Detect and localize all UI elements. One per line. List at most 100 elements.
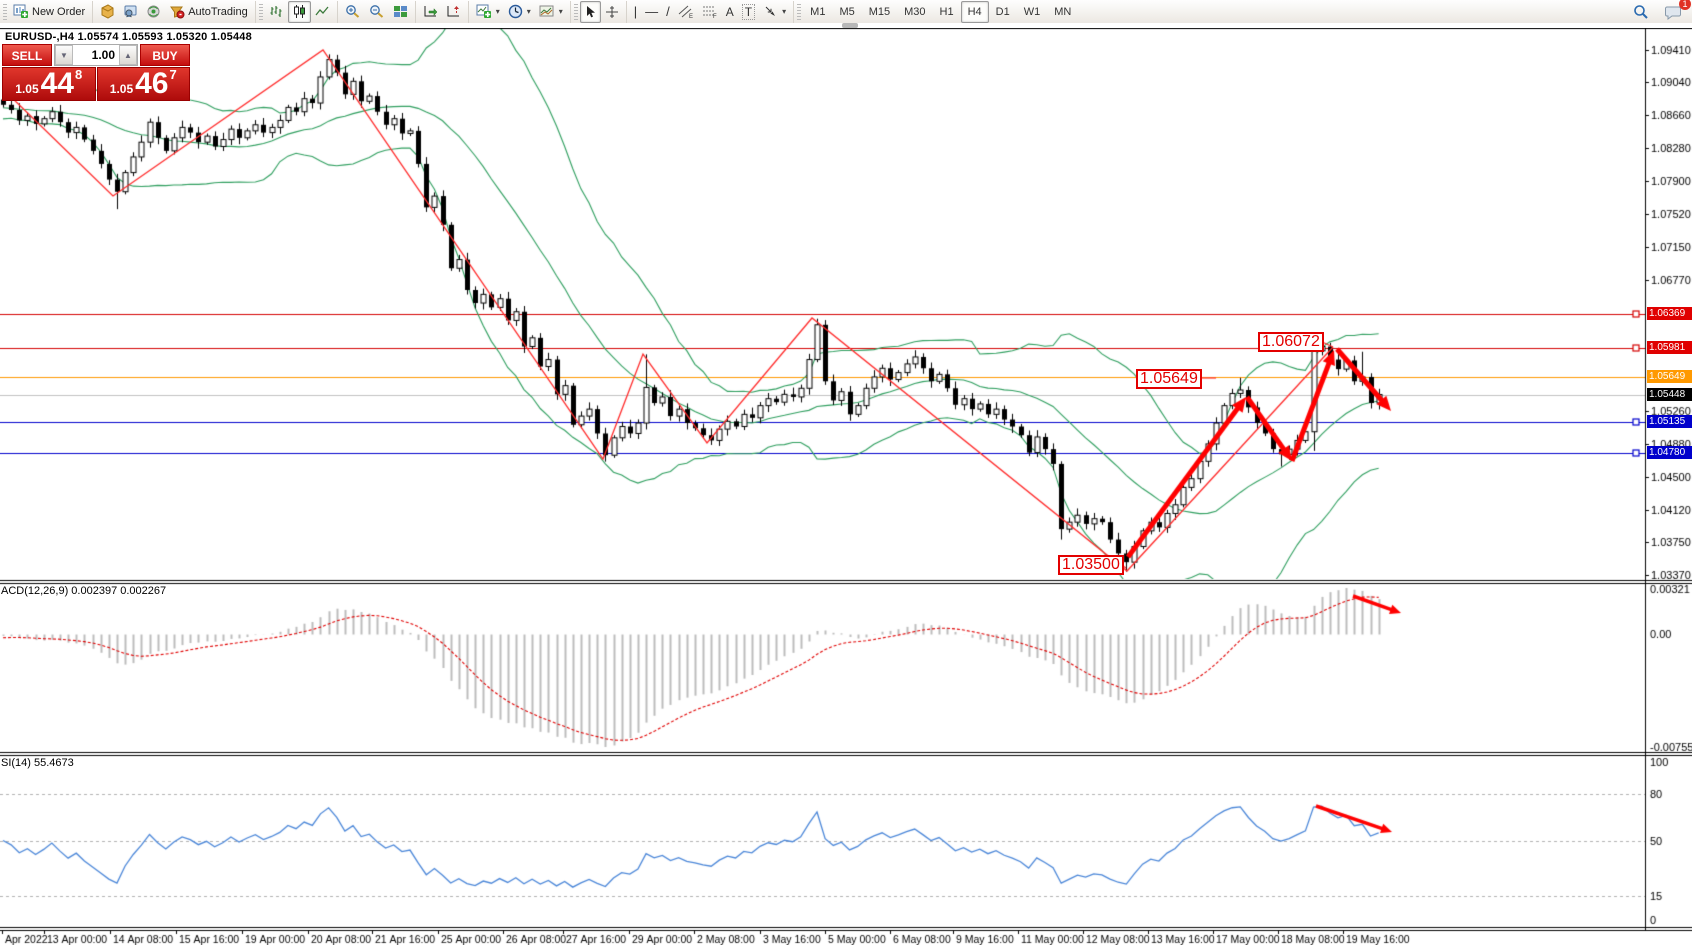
fibonacci-icon: F [702,4,718,19]
vertical-line-tool[interactable]: | [630,1,641,23]
crosshair-icon [605,5,619,19]
toolbar-right-section: 1 [1629,0,1692,23]
new-order-icon [13,4,29,19]
toolbar-group-scroll [414,0,468,23]
period-button[interactable]: ▾ [504,1,535,23]
text-label-tool[interactable]: T [738,1,759,23]
toolbar-group-manage: ▾ ▾ ▾ [467,0,570,23]
autotrading-button[interactable]: AutoTrading [165,1,252,23]
zoom-out-button[interactable] [365,1,389,23]
horizontal-line-icon: — [645,4,659,19]
new-order-button[interactable]: New Order [9,1,89,23]
chart-window: EURUSD-,H4 1.05574 1.05593 1.05320 1.054… [0,23,1692,945]
timeframe-h4-button[interactable]: H4 [960,0,989,23]
buy-price-pip: 7 [169,67,177,82]
toolbar-grip [797,3,802,20]
svg-text:F: F [713,14,717,19]
price-annotation[interactable]: 1.06072 [1258,332,1324,352]
macd-indicator-label: ACD(12,26,9) 0.002397 0.002267 [1,585,167,597]
price-annotation[interactable]: 1.03500 [1058,555,1124,575]
timeframe-h1-button[interactable]: H1 [939,5,954,18]
timeframe-m5-button[interactable]: M5 [839,5,855,18]
data-window-button[interactable] [119,1,142,23]
volume-decrement-button[interactable]: ▼ [55,45,73,65]
toolbar-group-order: New Order [0,1,92,23]
volume-field-wrap: ▼ ▲ [54,44,138,66]
sell-button[interactable]: SELL [2,44,52,66]
zoom-in-icon [345,4,361,19]
chevron-down-icon[interactable]: ▾ [495,7,500,16]
notifications-button[interactable]: 1 [1661,0,1691,23]
toolbar-group-panels: AutoTrading [92,0,255,23]
chart-shift-button[interactable] [442,1,465,23]
search-icon [1633,4,1649,20]
chart-ohlc-title: EURUSD-,H4 1.05574 1.05593 1.05320 1.054… [5,31,252,43]
chart-shift-icon [446,4,461,19]
cursor-tool-button[interactable] [579,0,601,23]
clock-icon [508,4,523,19]
volume-increment-button[interactable]: ▲ [119,45,137,65]
new-order-label: New Order [32,5,86,18]
toolbar-group-cursor [569,0,626,23]
line-chart-button[interactable] [311,1,334,23]
timeframe-mn-button[interactable]: MN [1054,5,1072,18]
price-tag: 1.05649 [1647,370,1692,383]
data-window-icon [123,4,138,19]
sell-price-button[interactable]: 1.05 44 8 [2,67,96,101]
main-toolbar: New Order [0,0,1692,24]
arrows-tool[interactable]: ▾ [759,1,790,23]
price-tag: 1.06369 [1647,307,1692,320]
auto-scroll-button[interactable] [419,1,442,23]
rsi-indicator-label: SI(14) 55.4673 [1,757,74,769]
arrows-tool-icon [763,4,778,19]
timeframe-m30-button[interactable]: M30 [904,5,926,18]
new-chart-icon [476,4,492,19]
price-tag: 1.05135 [1647,415,1692,428]
chevron-down-icon[interactable]: ▾ [782,7,787,16]
chevron-down-icon[interactable]: ▾ [526,7,531,16]
candlestick-chart-icon [292,4,307,19]
sell-price-big: 44 [40,67,74,100]
horizontal-line-tool[interactable]: — [641,1,662,23]
new-chart-button[interactable]: ▾ [472,1,504,23]
candlestick-chart-button[interactable] [287,0,311,23]
sell-price-small: 1.05 [15,82,39,96]
market-watch-button[interactable] [96,1,119,23]
strategy-signal-button[interactable] [142,1,165,23]
timeframe-w1-button[interactable]: W1 [1023,5,1041,18]
autotrading-label: AutoTrading [188,5,248,18]
text-tool[interactable]: A [722,1,738,23]
autotrading-icon [169,4,185,19]
toolbar-group-chart-type [254,0,337,23]
market-watch-icon [100,4,115,19]
price-annotation[interactable]: 1.05649 [1136,369,1202,389]
text-tool-icon: A [725,4,734,19]
trendline-tool[interactable]: / [662,1,674,23]
crosshair-tool-button[interactable] [601,1,623,23]
tile-windows-button[interactable] [389,1,412,23]
volume-input[interactable] [73,45,119,65]
window-splitter-handle[interactable] [842,23,858,28]
timeframe-d1-button[interactable]: D1 [995,5,1010,18]
search-button[interactable] [1629,1,1653,23]
template-button[interactable]: ▾ [535,1,567,23]
bar-chart-icon [269,4,284,19]
fibonacci-tool[interactable]: F [698,1,722,23]
timeframe-m1-button[interactable]: M1 [810,5,826,18]
channel-icon: E [678,4,694,19]
buy-button[interactable]: BUY [140,44,190,66]
toolbar-group-zoom [336,0,415,23]
bar-chart-button[interactable] [265,1,288,23]
timeframe-m15-button[interactable]: M15 [868,5,891,18]
zoom-in-button[interactable] [341,1,365,23]
notification-count-badge: 1 [1679,0,1691,10]
buy-price-button[interactable]: 1.05 46 7 [96,67,190,101]
equidistant-channel-tool[interactable]: E [674,1,698,23]
buy-price-big: 46 [135,67,169,100]
price-chart-canvas[interactable] [0,28,1692,945]
price-tag: 1.05981 [1647,341,1692,354]
signal-icon [146,4,161,19]
chevron-down-icon[interactable]: ▾ [558,7,563,16]
zoom-out-icon [369,4,385,19]
